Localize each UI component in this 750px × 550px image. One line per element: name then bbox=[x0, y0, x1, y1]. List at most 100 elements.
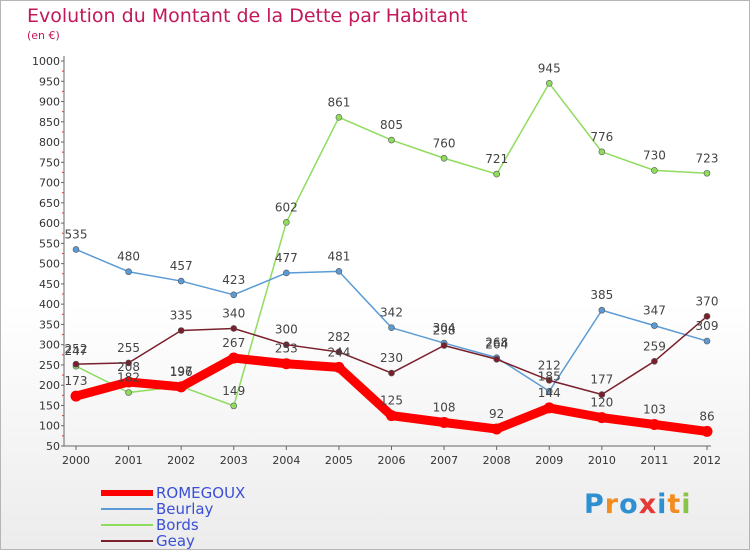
logo-letter: o bbox=[619, 489, 639, 520]
data-label-bords: 730 bbox=[643, 148, 666, 162]
data-point-romegoux bbox=[596, 412, 608, 424]
x-tick-label: 2010 bbox=[588, 454, 616, 467]
data-point-bords bbox=[125, 389, 132, 396]
legend-swatch-geay bbox=[101, 540, 153, 542]
data-point-geay bbox=[493, 355, 500, 363]
data-label-beurlay: 385 bbox=[590, 288, 613, 302]
legend-item-romegoux: ROMEGOUX bbox=[101, 484, 321, 502]
data-label-geay: 177 bbox=[590, 373, 613, 387]
data-label-romegoux: 108 bbox=[433, 400, 456, 414]
data-point-romegoux bbox=[175, 381, 187, 393]
unit-label: (en €) bbox=[27, 29, 60, 42]
legend-item-beurlay: Beurlay bbox=[101, 500, 321, 518]
logo-letter: i bbox=[681, 489, 692, 520]
data-label-beurlay: 268 bbox=[485, 336, 508, 350]
logo-letter: t bbox=[667, 489, 682, 520]
data-point-romegoux bbox=[228, 352, 240, 364]
data-point-bords bbox=[440, 154, 448, 162]
data-label-romegoux: 267 bbox=[222, 336, 245, 350]
data-point-beurlay bbox=[125, 268, 132, 276]
data-label-romegoux: 173 bbox=[65, 374, 88, 388]
data-point-romegoux bbox=[123, 376, 135, 388]
y-tick-label: 750 bbox=[39, 156, 60, 169]
data-point-beurlay bbox=[230, 291, 238, 299]
logo-letter: r bbox=[604, 489, 620, 520]
y-tick-label: 150 bbox=[39, 399, 60, 412]
data-label-geay: 259 bbox=[643, 339, 666, 353]
data-label-bords: 776 bbox=[590, 130, 613, 144]
data-label-beurlay: 477 bbox=[275, 251, 298, 265]
data-point-bords bbox=[283, 218, 290, 226]
data-label-romegoux: 253 bbox=[275, 342, 298, 356]
data-label-beurlay: 342 bbox=[380, 306, 403, 320]
data-point-bords bbox=[230, 402, 238, 410]
y-tick-label: 50 bbox=[46, 440, 60, 453]
y-tick-label: 1000 bbox=[32, 55, 60, 68]
data-point-geay bbox=[230, 325, 238, 332]
logo-letter: i bbox=[657, 489, 668, 520]
y-tick-label: 400 bbox=[39, 298, 60, 311]
data-label-beurlay: 347 bbox=[643, 304, 666, 318]
data-point-beurlay bbox=[598, 306, 606, 314]
y-tick-label: 500 bbox=[39, 258, 60, 271]
data-point-romegoux bbox=[701, 425, 713, 437]
data-label-bords: 182 bbox=[117, 371, 140, 385]
legend-swatch-beurlay bbox=[101, 508, 153, 510]
data-label-geay: 252 bbox=[65, 342, 88, 356]
y-tick-label: 550 bbox=[39, 237, 60, 250]
data-point-beurlay bbox=[388, 324, 395, 331]
data-label-romegoux: 120 bbox=[590, 396, 613, 410]
legend-label-bords: Bords bbox=[156, 516, 199, 534]
y-tick-label: 850 bbox=[39, 116, 60, 129]
data-label-romegoux: 196 bbox=[170, 365, 193, 379]
data-label-romegoux: 144 bbox=[538, 386, 561, 400]
data-label-geay: 335 bbox=[170, 309, 193, 323]
legend-swatch-bords bbox=[101, 524, 153, 526]
data-point-bords bbox=[545, 79, 553, 87]
y-tick-label: 900 bbox=[39, 96, 60, 109]
data-label-geay: 264 bbox=[485, 337, 508, 351]
data-label-beurlay: 423 bbox=[222, 273, 245, 287]
data-label-geay: 255 bbox=[117, 341, 140, 355]
data-point-beurlay bbox=[545, 387, 553, 395]
data-label-bords: 861 bbox=[327, 95, 350, 109]
data-label-beurlay: 480 bbox=[117, 250, 140, 264]
data-label-beurlay: 535 bbox=[65, 227, 88, 241]
x-tick-label: 2008 bbox=[483, 454, 511, 467]
data-point-bords bbox=[651, 167, 658, 174]
data-point-romegoux bbox=[491, 423, 503, 435]
x-tick-label: 2004 bbox=[272, 454, 300, 467]
x-tick-label: 2005 bbox=[325, 454, 353, 467]
data-point-beurlay bbox=[72, 246, 80, 253]
data-point-geay bbox=[177, 327, 185, 334]
data-point-geay bbox=[440, 342, 448, 349]
data-label-geay: 282 bbox=[327, 330, 350, 344]
y-tick-label: 250 bbox=[39, 359, 60, 372]
data-label-bords: 149 bbox=[222, 384, 245, 398]
data-point-bords bbox=[598, 148, 606, 156]
data-point-romegoux bbox=[333, 361, 345, 373]
data-label-geay: 340 bbox=[222, 306, 245, 320]
line-chart: 50 100 150 200 250 300 350 400 450 500 550 600 650 70… bbox=[32, 55, 721, 467]
y-tick-label: 700 bbox=[39, 177, 60, 190]
page-title: Evolution du Montant de la Dette par Hab… bbox=[27, 5, 468, 27]
data-point-beurlay bbox=[335, 268, 343, 275]
data-point-romegoux bbox=[648, 419, 660, 431]
y-tick-label: 300 bbox=[39, 339, 60, 352]
data-point-beurlay bbox=[651, 322, 658, 329]
x-tick-label: 2001 bbox=[115, 454, 143, 467]
data-label-beurlay: 304 bbox=[433, 321, 456, 335]
data-point-geay bbox=[283, 341, 290, 348]
data-point-beurlay bbox=[283, 269, 290, 277]
x-tick-label: 2003 bbox=[220, 454, 248, 467]
data-point-geay bbox=[703, 313, 711, 320]
data-point-romegoux bbox=[386, 410, 397, 422]
y-tick-label: 600 bbox=[39, 217, 60, 230]
data-point-geay bbox=[388, 369, 395, 377]
data-label-bords: 945 bbox=[538, 61, 561, 75]
x-tick-label: 2009 bbox=[535, 454, 563, 467]
data-point-bords bbox=[703, 169, 711, 177]
data-label-romegoux: 125 bbox=[380, 394, 403, 408]
data-label-bords: 721 bbox=[485, 152, 508, 166]
data-point-geay bbox=[651, 357, 658, 365]
